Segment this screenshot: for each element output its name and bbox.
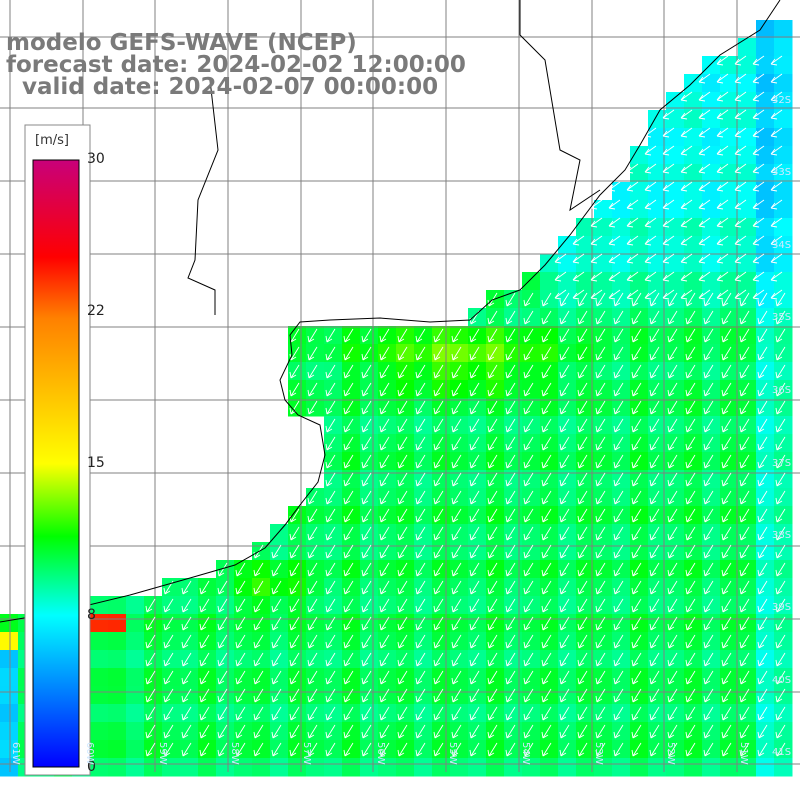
wind-arrows <box>145 55 786 757</box>
colorbar-tick-30: 30 <box>87 151 105 167</box>
lat-label-39s: 39S <box>772 602 792 613</box>
lat-label-37s: 37S <box>772 458 792 469</box>
lat-label-41s: 41S <box>772 747 792 758</box>
lon-label-58w: 58W <box>229 742 240 765</box>
lat-label-33s: 33S <box>772 167 792 178</box>
lon-label-53w: 53W <box>593 742 604 765</box>
coastline <box>0 0 781 623</box>
lon-label-51w: 51W <box>738 742 749 765</box>
colorbar-tick-22: 22 <box>87 303 105 319</box>
lon-label-59w: 59W <box>157 742 168 765</box>
lon-label-52w: 52W <box>665 742 676 765</box>
lat-label-32s: 32S <box>772 95 792 106</box>
model-title: modelo GEFS-WAVE (NCEP) <box>6 30 357 56</box>
lat-label-36s: 36S <box>772 385 792 396</box>
colorbar-tick-15: 15 <box>87 455 105 471</box>
colorbar-unit: [m/s] <box>35 133 69 148</box>
lat-label-34s: 34S <box>772 240 792 251</box>
lon-label-61w: 61W <box>10 742 21 765</box>
lat-label-40s: 40S <box>772 675 792 686</box>
river-uruguay <box>187 79 219 315</box>
colorbar <box>32 159 80 768</box>
lon-label-55w: 55W <box>447 742 458 765</box>
coast-line <box>0 0 781 623</box>
lon-label-54w: 54W <box>520 742 531 765</box>
lat-label-35s: 35S <box>772 312 792 323</box>
border-uy-br <box>519 0 601 212</box>
forecast-date: forecast date: 2024-02-02 12:00:00 <box>6 52 466 78</box>
valid-date: valid date: 2024-02-07 00:00:00 <box>6 74 439 100</box>
lat-label-38s: 38S <box>772 530 792 541</box>
lon-label-56w: 56W <box>375 742 386 765</box>
lon-label-57w: 57W <box>301 742 312 765</box>
graticule <box>0 0 800 772</box>
lon-label-60w: 60W <box>84 742 95 765</box>
colorbar-tick-8: 8 <box>87 607 96 623</box>
colorbar-tick-0: 0 <box>87 759 96 775</box>
